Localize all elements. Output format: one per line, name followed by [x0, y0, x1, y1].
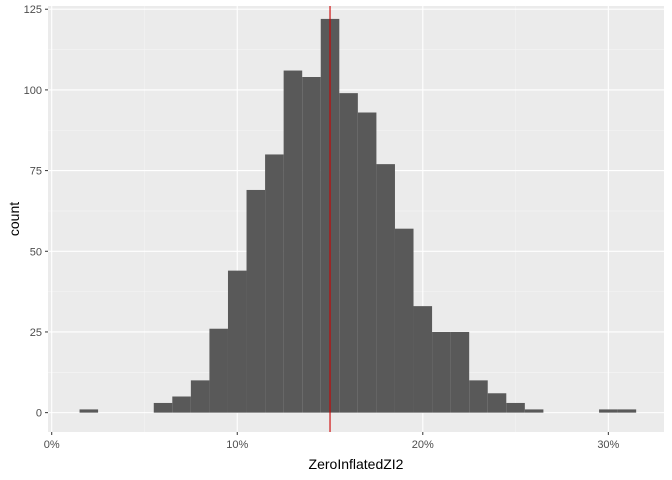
- histogram-bar: [617, 409, 637, 413]
- histogram-bar: [209, 328, 228, 413]
- histogram-bars: [79, 18, 637, 413]
- histogram-bar: [357, 112, 377, 413]
- y-tick-label: 100: [24, 85, 42, 97]
- histogram-bar: [265, 154, 284, 413]
- y-tick-label: 75: [30, 166, 42, 178]
- histogram-bar: [227, 270, 247, 413]
- histogram-bar: [153, 402, 173, 413]
- histogram-bar: [432, 331, 451, 413]
- histogram-bar: [506, 402, 525, 413]
- x-axis: 0% 10% 20% 30%: [44, 432, 620, 451]
- histogram-bar: [339, 93, 358, 413]
- histogram-bar: [469, 380, 488, 413]
- y-tick-label: 125: [24, 4, 42, 16]
- x-tick-label: 20%: [412, 439, 434, 451]
- histogram-bar: [172, 396, 191, 413]
- y-tick-label: 25: [30, 327, 42, 339]
- histogram-bar: [246, 189, 266, 413]
- histogram-bar: [599, 409, 618, 413]
- histogram-bar: [302, 77, 321, 413]
- histogram-bar: [376, 164, 395, 413]
- y-tick-label: 50: [30, 246, 42, 258]
- histogram-bar: [79, 409, 99, 413]
- histogram-bar: [190, 380, 210, 413]
- histogram-bar: [394, 228, 414, 413]
- histogram-bar: [283, 70, 303, 413]
- x-tick-label: 0%: [44, 439, 60, 451]
- y-axis-title: count: [6, 202, 22, 236]
- histogram-bar: [524, 409, 544, 413]
- histogram-bar: [487, 393, 507, 413]
- x-tick-label: 30%: [597, 439, 619, 451]
- y-axis: 0 25 50 75 100 125: [24, 4, 48, 420]
- histogram-bar: [413, 306, 433, 413]
- histogram-bar: [450, 331, 470, 413]
- x-tick-label: 10%: [226, 439, 248, 451]
- y-tick-label: 0: [36, 408, 42, 420]
- x-axis-title: ZeroInflatedZI2: [309, 456, 404, 472]
